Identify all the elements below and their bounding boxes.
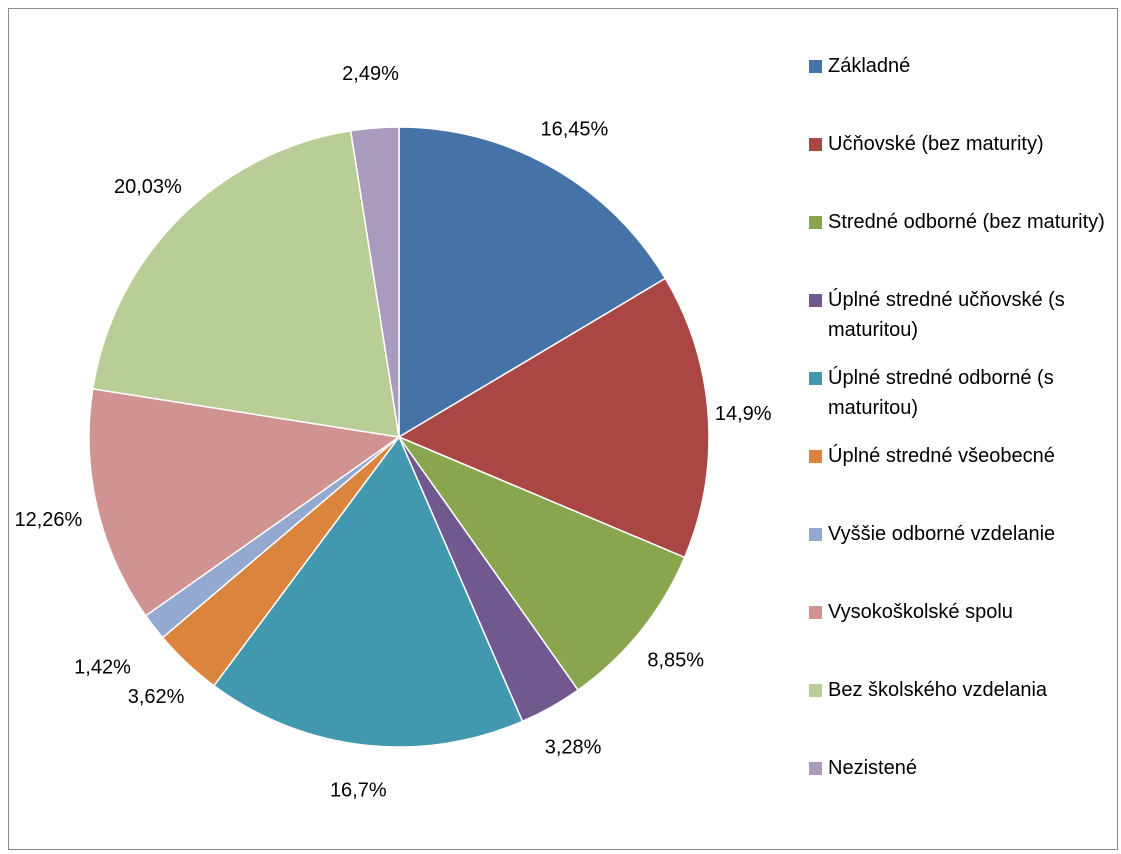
pie-slice-vysokoskolske-spolu bbox=[88, 388, 401, 617]
pie-slice-stredne-odborne-bez-maturity bbox=[396, 435, 686, 692]
pie-slices bbox=[88, 126, 710, 748]
data-label-bez-skolskeho-vzdelania: 20,03% bbox=[114, 176, 182, 198]
legend-swatch bbox=[809, 372, 822, 385]
legend-swatch bbox=[809, 60, 822, 73]
legend-swatch bbox=[809, 450, 822, 463]
pie-slice-ucnovske-bez-maturity bbox=[397, 277, 710, 559]
data-label-uplne-stredne-odborne-s-maturitou: 16,7% bbox=[330, 780, 387, 802]
data-label-uplne-stredne-ucnovske-s-maturitou: 3,28% bbox=[545, 736, 602, 758]
legend-item-bez-skolskeho-vzdelania: Bez školského vzdelania bbox=[809, 675, 1118, 705]
legend-label: Nezistené bbox=[828, 757, 917, 779]
data-label-ucnovske-bez-maturity: 14,9% bbox=[715, 403, 772, 425]
pie-slice-uplne-stredne-odborne-s-maturitou bbox=[212, 435, 524, 748]
data-label-vyssie-odborne-vzdelanie: 1,42% bbox=[74, 657, 131, 679]
legend-label: Vysokoškolské spolu bbox=[828, 601, 1013, 623]
pie-slice-zakladne bbox=[398, 126, 667, 439]
legend-item-uplne-stredne-ucnovske-s-maturitou: Úplné stredné učňovské (s maturitou) bbox=[809, 285, 1118, 345]
data-label-nezistene: 2,49% bbox=[342, 63, 399, 85]
legend-label: Vyššie odborné vzdelanie bbox=[828, 523, 1056, 545]
legend-label: Základné bbox=[828, 55, 911, 77]
legend-item-nezistene: Nezistené bbox=[809, 753, 1118, 783]
legend-label: Stredné odborné (bez maturity) bbox=[828, 211, 1105, 233]
pie-chart: 16,45% 14,9% 8,85% 3,28% 16,7% 3,62% 1,42% 12,2… bbox=[14, 63, 771, 802]
legend-swatch bbox=[809, 138, 822, 151]
data-label-vysokoskolske-spolu: 12,26% bbox=[14, 509, 82, 531]
legend-label: Úplné stredné odborné (s maturitou) bbox=[828, 367, 1054, 419]
legend-label: Bez školského vzdelania bbox=[828, 679, 1048, 701]
legend-item-vyssie-odborne-vzdelanie: Vyššie odborné vzdelanie bbox=[809, 519, 1118, 549]
pie-slice-bez-skolskeho-vzdelania bbox=[91, 129, 400, 438]
data-label-stredne-odborne-bez-maturity: 8,85% bbox=[647, 649, 704, 671]
legend-label: Učňovské (bez maturity) bbox=[828, 133, 1044, 155]
legend-item-vysokoskolske-spolu: Vysokoškolské spolu bbox=[809, 597, 1118, 627]
legend-swatch bbox=[809, 684, 822, 697]
legend-item-ucnovske-bez-maturity: Učňovské (bez maturity) bbox=[809, 129, 1118, 159]
legend-item-uplne-stredne-vseobecne: Úplné stredné všeobecné bbox=[809, 441, 1118, 471]
legend-item-zakladne: Základné bbox=[809, 51, 1118, 81]
data-label-uplne-stredne-vseobecne: 3,62% bbox=[128, 686, 185, 708]
data-label-zakladne: 16,45% bbox=[540, 118, 608, 140]
chart-area: 16,45% 14,9% 8,85% 3,28% 16,7% 3,62% 1,42% 12,2… bbox=[8, 8, 1118, 850]
legend-swatch bbox=[809, 606, 822, 619]
legend-label: Úplné stredné učňovské (s maturitou) bbox=[828, 289, 1065, 341]
legend-item-stredne-odborne-bez-maturity: Stredné odborné (bez maturity) bbox=[809, 207, 1118, 237]
data-labels: 16,45% 14,9% 8,85% 3,28% 16,7% 3,62% 1,42% 12,2… bbox=[14, 63, 771, 802]
legend-item-uplne-stredne-odborne-s-maturitou: Úplné stredné odborné (s maturitou) bbox=[809, 363, 1118, 423]
legend-swatch bbox=[809, 294, 822, 307]
legend-swatch bbox=[809, 762, 822, 775]
legend-label: Úplné stredné všeobecné bbox=[828, 445, 1055, 467]
legend-swatch bbox=[809, 528, 822, 541]
pie-slice-nezistene bbox=[349, 126, 400, 438]
legend-swatch bbox=[809, 216, 822, 229]
